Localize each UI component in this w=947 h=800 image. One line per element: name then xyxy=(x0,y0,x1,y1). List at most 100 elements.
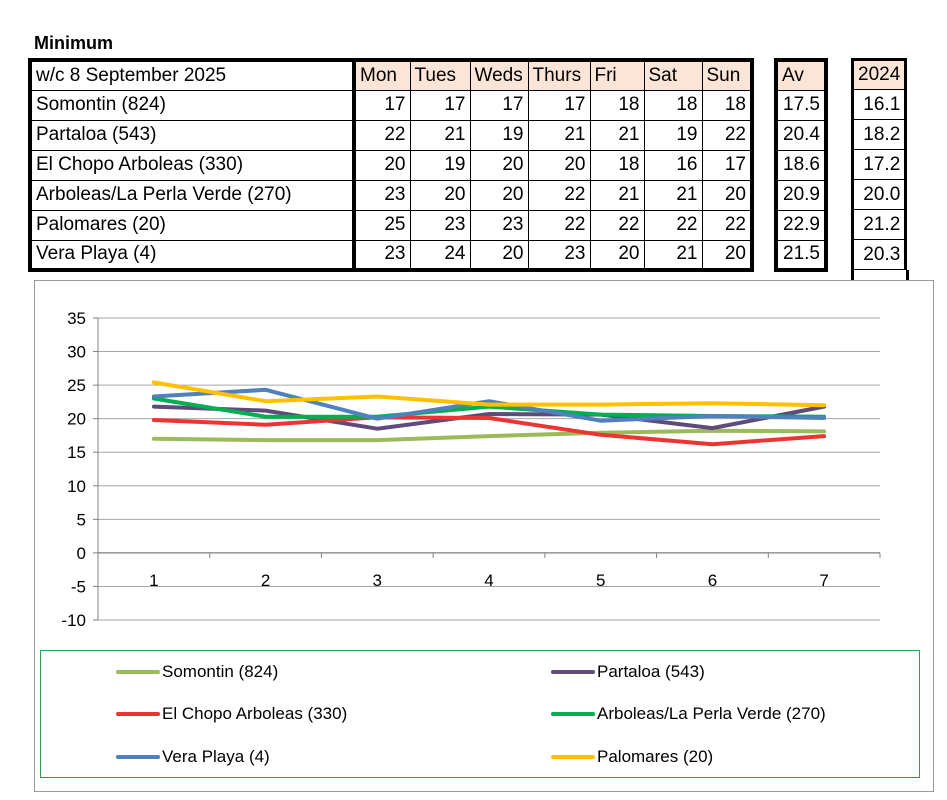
series-line xyxy=(151,404,827,431)
y-tick-label: -10 xyxy=(61,611,86,630)
table-cell: 20 xyxy=(469,179,529,211)
av-cell: 20.9 xyxy=(775,179,827,211)
day-header-weds: Weds xyxy=(469,59,529,91)
series-line xyxy=(151,428,827,443)
table-cell: 23 xyxy=(527,239,591,271)
table-cell: 20 xyxy=(589,239,645,271)
legend-label: El Chopo Arboleas (330) xyxy=(162,704,348,723)
temperature-table: w/c 8 September 2025 Mon Tues Weds Thurs… xyxy=(28,58,754,272)
legend-swatch xyxy=(116,755,160,759)
table-cell: 18 xyxy=(589,89,645,121)
table-cell: 23 xyxy=(353,239,411,271)
series-line xyxy=(151,415,827,447)
legend-item: El Chopo Arboleas (330) xyxy=(116,703,347,725)
year-cell: 16.1 xyxy=(852,89,906,120)
table-heading: Minimum xyxy=(34,33,113,53)
x-tick-label: 1 xyxy=(149,571,158,590)
day-header-tues: Tues xyxy=(409,59,471,91)
table-cell: 17 xyxy=(701,149,753,181)
table-cell: 22 xyxy=(527,179,591,211)
series-line xyxy=(151,387,827,423)
table-cell: 22 xyxy=(527,209,591,241)
year-cell: 20.3 xyxy=(852,239,906,270)
legend-item: Palomares (20) xyxy=(551,746,713,768)
week-label: w/c 8 September 2025 xyxy=(29,59,356,91)
y-tick-label: 0 xyxy=(77,544,86,563)
table-cell: 17 xyxy=(469,89,529,121)
x-tick-label: 3 xyxy=(373,571,382,590)
table-cell: 20 xyxy=(469,149,529,181)
table-row: Arboleas/La Perla Verde (270) 23 20 20 2… xyxy=(29,179,753,211)
site-name: El Chopo Arboleas (330) xyxy=(29,149,356,181)
table-cell: 21 xyxy=(589,119,645,151)
table-row: Palomares (20) 25 23 23 22 22 22 22 xyxy=(29,209,753,241)
day-header-mon: Mon xyxy=(353,59,411,91)
table-row: El Chopo Arboleas (330) 20 19 20 20 18 1… xyxy=(29,149,753,181)
year-cell: 17.2 xyxy=(852,149,906,180)
site-name: Vera Playa (4) xyxy=(29,239,356,271)
x-tick-label: 2 xyxy=(261,571,270,590)
legend-label: Somontin (824) xyxy=(162,662,279,681)
av-cell: 20.4 xyxy=(775,119,827,151)
table-cell: 18 xyxy=(643,89,703,121)
table-cell: 22 xyxy=(701,119,753,151)
legend-label: Vera Playa (4) xyxy=(162,747,270,766)
table-cell: 22 xyxy=(643,209,703,241)
day-header-thurs: Thurs xyxy=(527,59,591,91)
table-cell: 19 xyxy=(643,119,703,151)
y-tick-label: 25 xyxy=(67,376,86,395)
table-cell: 18 xyxy=(589,149,645,181)
av-cell: 22.9 xyxy=(775,209,827,241)
table-row: Vera Playa (4) 23 24 20 23 20 21 20 xyxy=(29,239,753,271)
table-cell: 23 xyxy=(353,179,411,211)
table-cell: 18 xyxy=(701,89,753,121)
table-cell: 21 xyxy=(589,179,645,211)
table-cell: 20 xyxy=(527,149,591,181)
site-name: Somontin (824) xyxy=(29,89,356,121)
legend-item: Arboleas/La Perla Verde (270) xyxy=(551,703,826,725)
table-row: Partaloa (543) 22 21 19 21 21 19 22 xyxy=(29,119,753,151)
day-header-sun: Sun xyxy=(701,59,753,91)
day-header-sat: Sat xyxy=(643,59,703,91)
year-cell: 20.0 xyxy=(852,179,906,210)
x-tick-label: 7 xyxy=(819,571,828,590)
legend-swatch xyxy=(551,712,595,716)
table-cell: 21 xyxy=(527,119,591,151)
y-tick-label: -5 xyxy=(71,577,86,596)
y-tick-label: 5 xyxy=(77,510,86,529)
table-cell: 25 xyxy=(353,209,411,241)
table-cell: 19 xyxy=(469,119,529,151)
table-cell: 24 xyxy=(409,239,471,271)
av-header: Av xyxy=(775,59,827,91)
legend-item: Partaloa (543) xyxy=(551,661,705,683)
av-cell: 21.5 xyxy=(775,239,827,271)
legend-swatch xyxy=(551,755,595,759)
chart-legend: Somontin (824) Partaloa (543) El Chopo Arb… xyxy=(40,650,920,778)
table-cell: 17 xyxy=(409,89,471,121)
table-cell: 20 xyxy=(469,239,529,271)
table-row: Somontin (824) 17 17 17 17 18 18 18 xyxy=(29,89,753,121)
series-line xyxy=(151,380,827,408)
legend-label: Palomares (20) xyxy=(597,747,714,766)
chart-frame xyxy=(34,280,934,792)
table-cell: 22 xyxy=(701,209,753,241)
legend-item: Vera Playa (4) xyxy=(116,746,270,768)
table-cell: 21 xyxy=(643,239,703,271)
table-cell: 16 xyxy=(643,149,703,181)
site-name: Partaloa (543) xyxy=(29,119,356,151)
legend-label: Partaloa (543) xyxy=(597,662,705,681)
table-cell: 20 xyxy=(409,179,471,211)
legend-label: Arboleas/La Perla Verde (270) xyxy=(597,704,826,723)
year-cell: 21.2 xyxy=(852,209,906,240)
table-cell: 17 xyxy=(527,89,591,121)
table-cell: 21 xyxy=(643,179,703,211)
legend-swatch xyxy=(116,670,160,674)
x-tick-label: 4 xyxy=(484,571,493,590)
year-header: 2024 xyxy=(852,59,906,90)
table-cell: 21 xyxy=(409,119,471,151)
x-tick-label: 5 xyxy=(596,571,605,590)
year-cell: 18.2 xyxy=(852,119,906,150)
x-tick-label: 6 xyxy=(708,571,717,590)
y-tick-label: 20 xyxy=(67,410,86,429)
y-tick-label: 10 xyxy=(67,477,86,496)
